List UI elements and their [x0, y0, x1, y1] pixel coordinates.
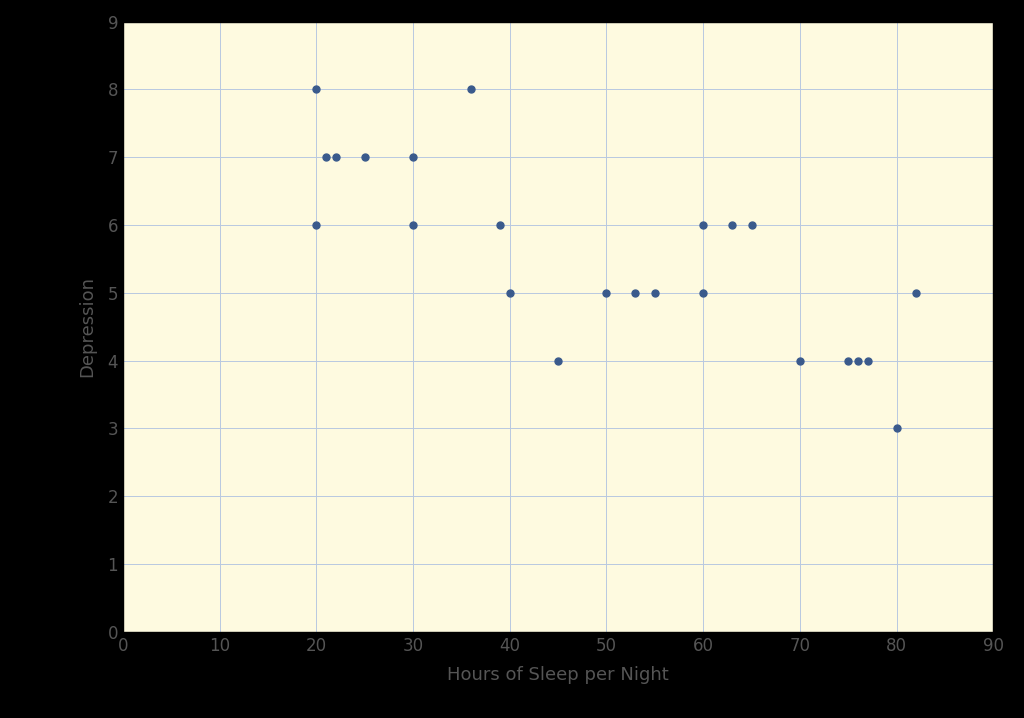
Point [724, 219, 740, 230]
X-axis label: Hours of Sleep per Night: Hours of Sleep per Night [447, 666, 669, 684]
Point [463, 83, 479, 95]
Point [792, 355, 808, 366]
Point [317, 151, 334, 163]
Point [695, 287, 712, 299]
Point [404, 219, 421, 230]
Point [308, 219, 325, 230]
Point [356, 151, 373, 163]
Point [628, 287, 644, 299]
Point [850, 355, 866, 366]
Point [646, 287, 663, 299]
Point [502, 287, 518, 299]
Y-axis label: Depression: Depression [78, 276, 96, 377]
Point [889, 423, 905, 434]
Point [907, 287, 924, 299]
Point [328, 151, 344, 163]
Point [840, 355, 856, 366]
Point [492, 219, 508, 230]
Point [308, 83, 325, 95]
Point [550, 355, 566, 366]
Point [859, 355, 876, 366]
Point [695, 219, 712, 230]
Point [743, 219, 760, 230]
Point [404, 151, 421, 163]
Point [598, 287, 614, 299]
